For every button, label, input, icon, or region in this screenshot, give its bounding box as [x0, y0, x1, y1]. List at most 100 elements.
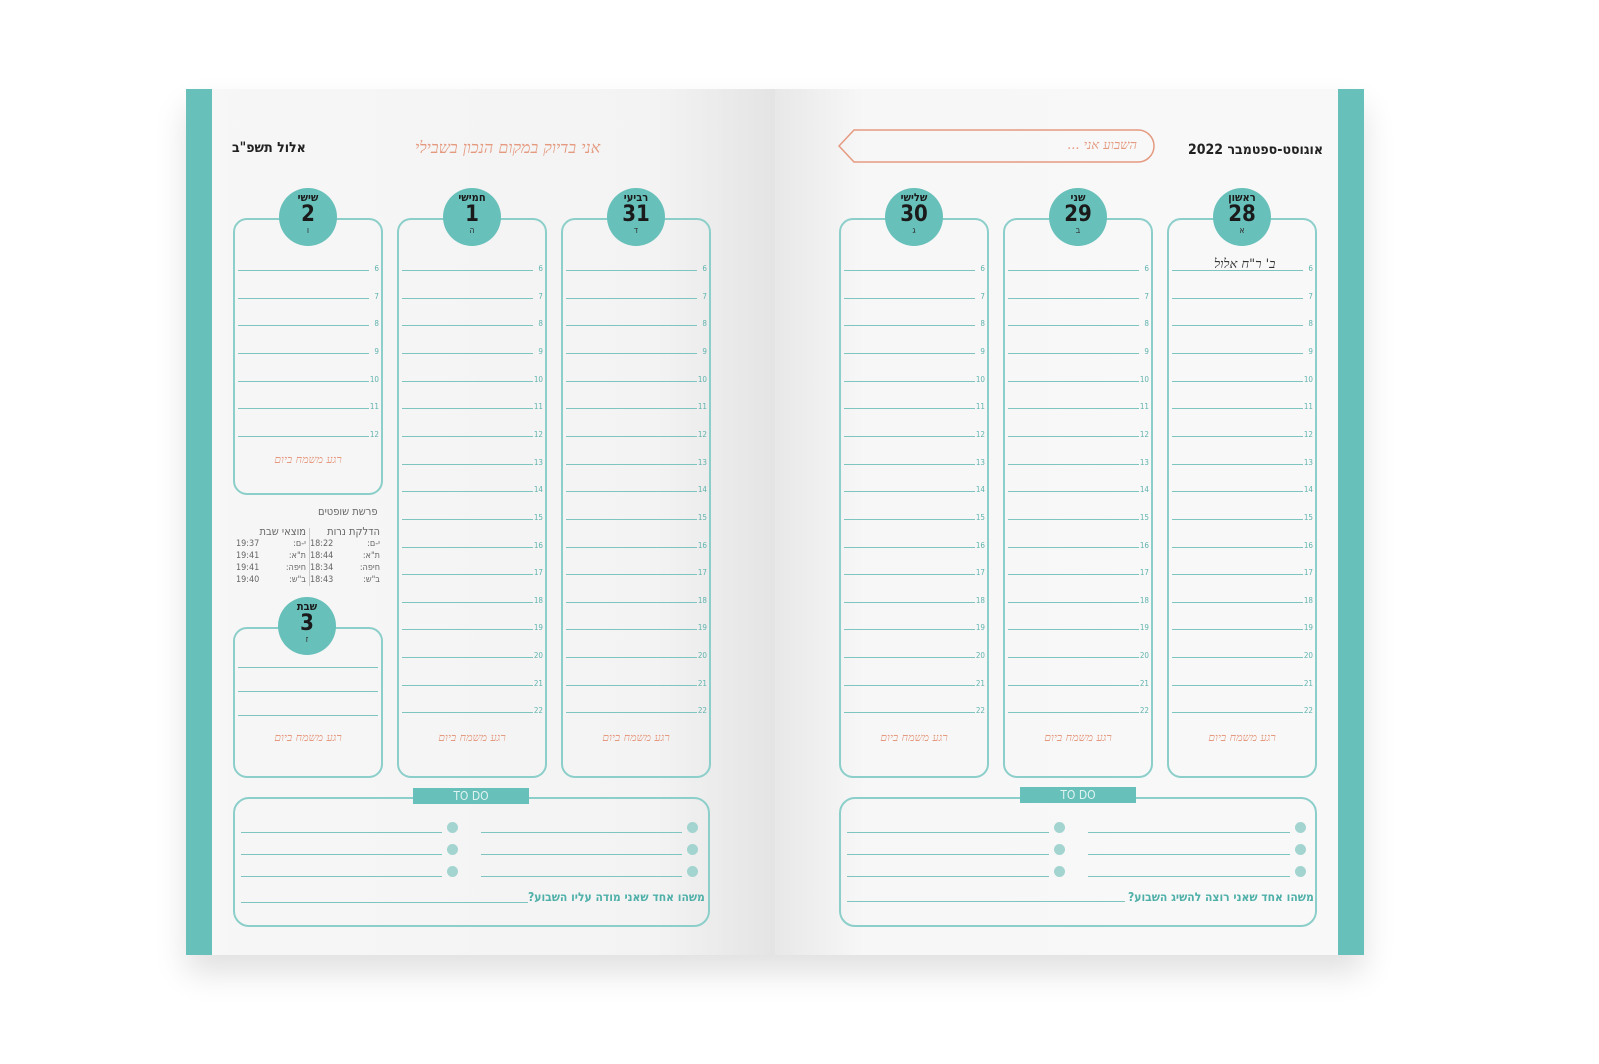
- hour-line[interactable]: [1172, 297, 1303, 299]
- hour-line[interactable]: [1008, 657, 1139, 659]
- hour-line[interactable]: [402, 546, 533, 548]
- hour-line[interactable]: [1172, 601, 1303, 603]
- hour-line[interactable]: [238, 297, 369, 299]
- hour-line[interactable]: [1008, 546, 1139, 548]
- hour-line[interactable]: [1008, 380, 1139, 382]
- todo-checkbox[interactable]: [1054, 822, 1065, 833]
- hour-line[interactable]: [566, 712, 697, 714]
- todo-line[interactable]: [481, 832, 682, 833]
- hour-line[interactable]: [1172, 435, 1303, 437]
- hour-line[interactable]: [844, 352, 975, 354]
- todo-checkbox[interactable]: [447, 866, 458, 877]
- goal-answer-line[interactable]: [847, 901, 1125, 902]
- hour-line[interactable]: [238, 270, 369, 271]
- todo-checkbox[interactable]: [447, 844, 458, 855]
- hour-line[interactable]: [1008, 352, 1139, 354]
- hour-line[interactable]: [844, 408, 975, 410]
- shabbat-line[interactable]: [238, 691, 378, 692]
- todo-line[interactable]: [1088, 854, 1290, 855]
- hour-line[interactable]: [402, 380, 533, 382]
- hour-line[interactable]: [238, 325, 369, 327]
- hour-line[interactable]: [238, 408, 369, 410]
- hour-line[interactable]: [402, 352, 533, 354]
- week-prompt-field[interactable]: השבוע אני ...: [838, 129, 1155, 163]
- hour-line[interactable]: [1008, 712, 1139, 714]
- hour-line[interactable]: [402, 684, 533, 686]
- todo-line[interactable]: [1088, 832, 1290, 833]
- hour-line[interactable]: [844, 270, 975, 271]
- todo-line[interactable]: [847, 854, 1049, 855]
- todo-checkbox[interactable]: [1295, 844, 1306, 855]
- todo-checkbox[interactable]: [687, 866, 698, 877]
- hour-line[interactable]: [844, 712, 975, 714]
- todo-checkbox[interactable]: [687, 844, 698, 855]
- todo-line[interactable]: [847, 832, 1049, 833]
- todo-checkbox[interactable]: [1295, 866, 1306, 877]
- hour-line[interactable]: [402, 463, 533, 465]
- hour-line[interactable]: [1008, 435, 1139, 437]
- hour-line[interactable]: [566, 352, 697, 354]
- hour-line[interactable]: [566, 657, 697, 659]
- hour-line[interactable]: [1172, 491, 1303, 493]
- hour-line[interactable]: [402, 518, 533, 520]
- hour-line[interactable]: [1008, 491, 1139, 493]
- hour-line[interactable]: [1172, 684, 1303, 686]
- hour-line[interactable]: [1008, 325, 1139, 327]
- hour-line[interactable]: [844, 380, 975, 382]
- hour-line[interactable]: [402, 297, 533, 299]
- hour-line[interactable]: [1008, 518, 1139, 520]
- hour-line[interactable]: [566, 629, 697, 631]
- hour-line[interactable]: [1008, 574, 1139, 576]
- hour-line[interactable]: [566, 435, 697, 437]
- hour-line[interactable]: [402, 712, 533, 714]
- hour-line[interactable]: [566, 408, 697, 410]
- todo-checkbox[interactable]: [1295, 822, 1306, 833]
- hour-line[interactable]: [844, 684, 975, 686]
- hour-line[interactable]: [566, 380, 697, 382]
- hour-line[interactable]: [402, 601, 533, 603]
- todo-line[interactable]: [481, 876, 682, 877]
- hour-line[interactable]: [1172, 380, 1303, 382]
- hour-line[interactable]: [1172, 546, 1303, 548]
- todo-line[interactable]: [481, 854, 682, 855]
- hour-line[interactable]: [844, 463, 975, 465]
- hour-line[interactable]: [1008, 297, 1139, 299]
- todo-line[interactable]: [241, 854, 442, 855]
- todo-line[interactable]: [241, 876, 442, 877]
- hour-line[interactable]: [238, 352, 369, 354]
- todo-line[interactable]: [241, 832, 442, 833]
- hour-line[interactable]: [1172, 518, 1303, 520]
- hour-line[interactable]: [844, 574, 975, 576]
- hour-line[interactable]: [844, 325, 975, 327]
- hour-line[interactable]: [1172, 712, 1303, 714]
- hour-line[interactable]: [566, 463, 697, 465]
- todo-checkbox[interactable]: [687, 822, 698, 833]
- todo-checkbox[interactable]: [447, 822, 458, 833]
- hour-line[interactable]: [1172, 629, 1303, 631]
- hour-line[interactable]: [566, 518, 697, 520]
- hour-line[interactable]: [402, 435, 533, 437]
- hour-line[interactable]: [1172, 352, 1303, 354]
- hour-line[interactable]: [844, 435, 975, 437]
- shabbat-line[interactable]: [238, 715, 378, 716]
- hour-line[interactable]: [566, 601, 697, 603]
- todo-checkbox[interactable]: [1054, 844, 1065, 855]
- hour-line[interactable]: [566, 297, 697, 299]
- hour-line[interactable]: [1172, 574, 1303, 576]
- hour-line[interactable]: [844, 297, 975, 299]
- hour-line[interactable]: [844, 518, 975, 520]
- hour-line[interactable]: [402, 629, 533, 631]
- hour-line[interactable]: [1172, 408, 1303, 410]
- hour-line[interactable]: [1008, 408, 1139, 410]
- hour-line[interactable]: [402, 657, 533, 659]
- hour-line[interactable]: [402, 408, 533, 410]
- hour-line[interactable]: [402, 325, 533, 327]
- hour-line[interactable]: [844, 546, 975, 548]
- hour-line[interactable]: [1008, 601, 1139, 603]
- todo-line[interactable]: [847, 876, 1049, 877]
- hour-line[interactable]: [844, 657, 975, 659]
- gratitude-answer-line[interactable]: [241, 902, 528, 903]
- hour-line[interactable]: [566, 546, 697, 548]
- hour-line[interactable]: [844, 601, 975, 603]
- hour-line[interactable]: [402, 270, 533, 271]
